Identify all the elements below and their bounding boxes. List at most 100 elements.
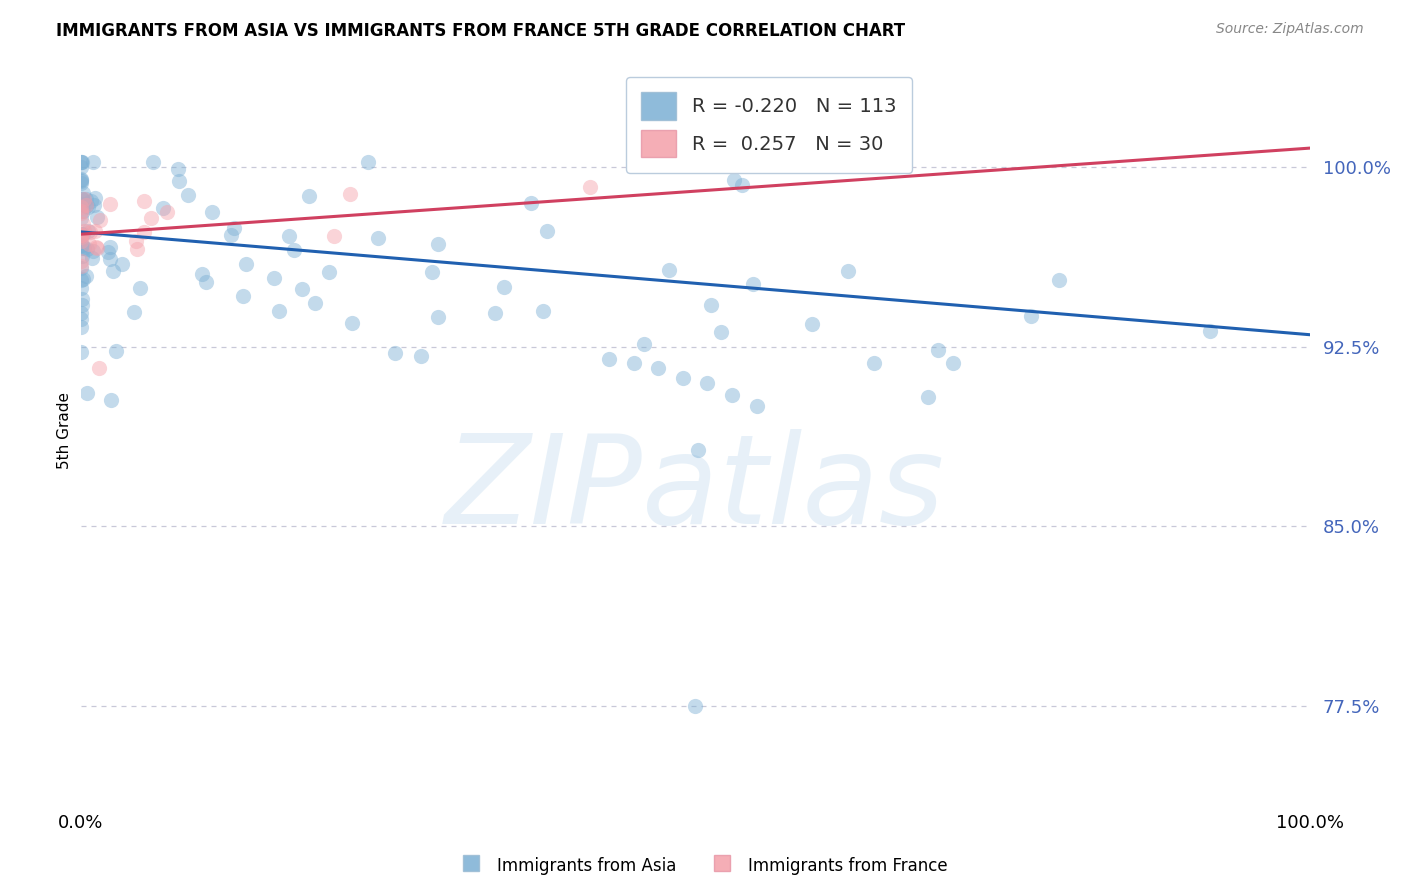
Point [69, 260, 91, 275]
Point [69, 312, 91, 326]
Point [710, 325, 733, 339]
Point [76, 224, 98, 238]
Point [125, 242, 148, 256]
Point [84, 191, 107, 205]
Point [69, 200, 91, 214]
Point [142, 155, 165, 169]
Point [672, 371, 695, 385]
Point [152, 201, 174, 215]
Point [696, 376, 718, 390]
Point [69, 176, 91, 190]
Point [339, 187, 361, 202]
Point [533, 304, 555, 318]
Point [70, 155, 93, 169]
Point [917, 390, 939, 404]
Point [69, 227, 91, 242]
Point [156, 205, 179, 219]
Point [76, 385, 98, 400]
Point [139, 211, 162, 225]
Point [73, 224, 96, 238]
Point [1047, 273, 1070, 287]
Point [700, 298, 723, 312]
Point [723, 173, 745, 187]
Point [70, 192, 93, 206]
Legend: Immigrants from Asia, Immigrants from France: Immigrants from Asia, Immigrants from Fr… [450, 847, 956, 884]
Point [426, 310, 449, 325]
Point [70, 249, 93, 263]
Point [283, 243, 305, 257]
Point [426, 236, 449, 251]
Point [83, 197, 105, 211]
Point [647, 361, 669, 376]
Point [73, 192, 96, 206]
Point [623, 356, 645, 370]
Point [69, 227, 91, 242]
Point [82, 155, 104, 169]
Point [263, 271, 285, 285]
Point [69, 344, 91, 359]
Point [69, 174, 91, 188]
Point [837, 264, 859, 278]
Point [298, 189, 321, 203]
Point [232, 289, 254, 303]
Point [100, 393, 122, 408]
Point [863, 357, 886, 371]
Point [409, 350, 432, 364]
Point [79, 225, 101, 239]
Point [269, 304, 291, 318]
Point [201, 204, 224, 219]
Point [658, 263, 681, 277]
Point [70, 237, 93, 252]
Point [73, 241, 96, 255]
Point [69, 273, 91, 287]
Point [69, 171, 91, 186]
Point [75, 199, 97, 213]
Point [125, 234, 148, 248]
Point [97, 244, 120, 259]
Point [75, 193, 97, 207]
Point [128, 281, 150, 295]
Point [86, 242, 108, 256]
Point [942, 356, 965, 370]
Point [72, 298, 94, 312]
Point [69, 281, 91, 295]
Point [1199, 324, 1222, 338]
Point [98, 239, 121, 253]
Text: ZIPatlas: ZIPatlas [446, 429, 945, 550]
Point [169, 174, 191, 188]
Point [69, 254, 91, 268]
Point [69, 211, 91, 225]
Point [633, 337, 655, 351]
Point [219, 227, 242, 242]
Point [304, 296, 326, 310]
Point [69, 204, 91, 219]
Point [235, 257, 257, 271]
Point [70, 259, 93, 273]
Point [69, 238, 91, 252]
Point [801, 317, 824, 331]
Point [72, 218, 94, 232]
Point [84, 224, 107, 238]
Point [72, 227, 94, 241]
Point [79, 237, 101, 252]
Point [686, 442, 709, 457]
Point [69, 241, 91, 255]
Point [291, 282, 314, 296]
Point [520, 196, 543, 211]
Point [492, 280, 515, 294]
Point [278, 228, 301, 243]
Point [367, 231, 389, 245]
Point [70, 155, 93, 169]
Point [69, 227, 91, 242]
Point [77, 200, 100, 214]
Point [75, 198, 97, 212]
Point [340, 317, 363, 331]
Point [484, 306, 506, 320]
Point [224, 220, 246, 235]
Point [72, 186, 94, 201]
Point [536, 224, 558, 238]
Point [75, 269, 97, 284]
Point [70, 197, 93, 211]
Point [745, 400, 768, 414]
Point [86, 210, 108, 224]
